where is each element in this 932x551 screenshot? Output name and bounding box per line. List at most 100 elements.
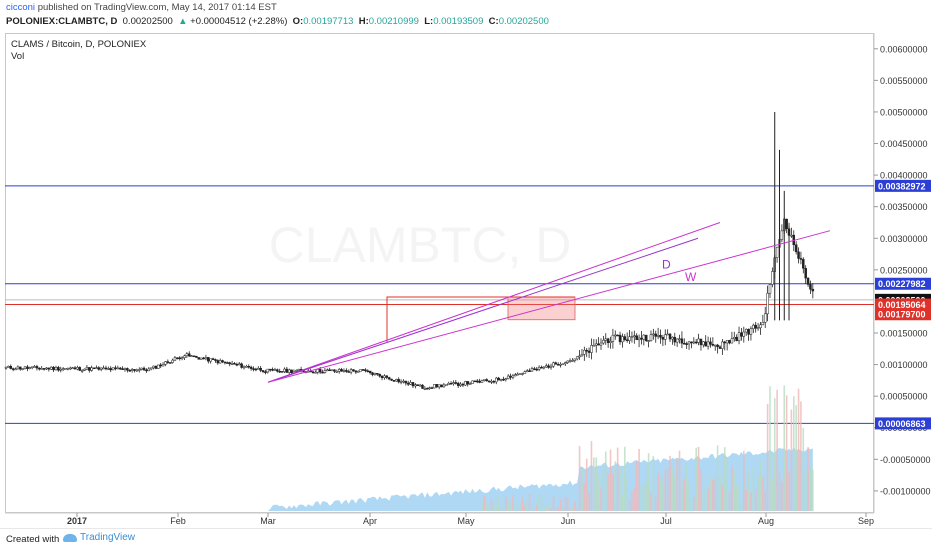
candle-body (698, 339, 700, 342)
x-tick-label: 2017 (67, 516, 87, 526)
candle-body (705, 342, 707, 346)
volume-bar (641, 485, 643, 511)
candle-body (93, 368, 95, 369)
volume-bar (584, 483, 586, 511)
volume-bar (619, 467, 621, 511)
candle-body (357, 371, 359, 372)
candle-body (267, 369, 269, 372)
candle-body (488, 381, 490, 382)
candle-body (364, 370, 366, 371)
candle-body (376, 373, 378, 374)
candle-body (272, 369, 274, 370)
candle-body (262, 370, 264, 371)
volume-bar (560, 499, 562, 511)
volume-bar (598, 476, 600, 511)
candle-body (412, 382, 414, 386)
candle-body (714, 345, 716, 346)
candle-body (72, 368, 74, 369)
candle-body (160, 365, 162, 366)
candle-body (759, 325, 761, 328)
legend-volume: Vol (11, 51, 146, 63)
candle-body (629, 337, 631, 341)
candle-body (483, 380, 485, 381)
candle-body (776, 247, 778, 258)
candle-body (626, 340, 628, 341)
candle-body (729, 340, 731, 343)
volume-bar (643, 484, 645, 511)
brand-name: TradingView (80, 532, 135, 543)
volume-bar (781, 482, 783, 511)
volume-bar (788, 472, 790, 511)
x-tick-label: Mar (260, 516, 276, 526)
candle-body (164, 362, 166, 365)
candle-body (743, 332, 745, 336)
candle-body (67, 368, 69, 369)
symbol-watermark: CLAMBTC, D (269, 217, 572, 273)
candle-body (122, 369, 124, 370)
candle-body (55, 367, 57, 369)
candle-body (733, 337, 735, 339)
candle-body (369, 371, 371, 373)
volume-bar (614, 461, 616, 511)
volume-bar (600, 488, 602, 511)
candle-body (633, 336, 635, 337)
volume-bar (622, 495, 624, 511)
volume-bar (579, 446, 581, 511)
candle-body (217, 360, 219, 363)
volume-bar (803, 428, 805, 511)
candle-body (184, 356, 186, 358)
candle-body (112, 368, 114, 370)
volume-bar (722, 485, 724, 511)
candle-body (521, 374, 523, 375)
candle-body (176, 358, 178, 359)
y-tick-label: 0.00500000 (880, 107, 928, 117)
volume-bar (810, 467, 812, 511)
volume-bar (800, 401, 802, 511)
candle-body (400, 381, 402, 382)
candle-body (53, 367, 55, 370)
candle-body (498, 378, 500, 380)
volume-bar (698, 447, 700, 511)
tradingview-logo[interactable]: TradingView (63, 532, 135, 543)
candle-body (257, 368, 259, 369)
candle-body (174, 358, 176, 360)
volume-bar (541, 496, 543, 511)
candle-body (686, 344, 688, 345)
trendline-label-w: W (685, 270, 697, 284)
volume-bar (510, 506, 512, 511)
candle-body (281, 371, 283, 372)
volume-bar (519, 504, 521, 511)
candle-body (391, 379, 393, 380)
candle-body (114, 368, 116, 369)
volume-bar (791, 409, 793, 511)
volume-bar (567, 497, 569, 511)
candle-body (248, 366, 250, 367)
candle-body (802, 259, 804, 268)
candle-body (495, 378, 497, 382)
candle-body (214, 359, 216, 360)
candle-body (348, 372, 350, 373)
candle-body (533, 369, 535, 370)
candle-body (405, 381, 407, 383)
candle-body (671, 337, 673, 339)
volume-bar (591, 441, 593, 511)
candle-body (86, 367, 88, 369)
candle-body (243, 367, 245, 368)
candle-body (771, 271, 773, 284)
y-tick-label: 0.00250000 (880, 265, 928, 275)
volume-bar (624, 447, 626, 511)
volume-bar (529, 494, 531, 511)
volume-bar (691, 500, 693, 511)
volume-bar (757, 475, 759, 511)
chart-legend: CLAMS / Bitcoin, D, POLONIEX Vol (11, 39, 146, 63)
candle-body (336, 371, 338, 372)
candle-body (186, 354, 188, 356)
volume-bar (648, 453, 650, 511)
candle-body (103, 368, 105, 369)
price-chart[interactable]: CLAMBTC, D 0.006000000.005500000.0050000… (0, 0, 932, 528)
candle-body (645, 335, 647, 341)
candle-body (526, 371, 528, 372)
candle-body (631, 337, 633, 338)
candle-body (136, 370, 138, 371)
candle-body (105, 368, 107, 369)
